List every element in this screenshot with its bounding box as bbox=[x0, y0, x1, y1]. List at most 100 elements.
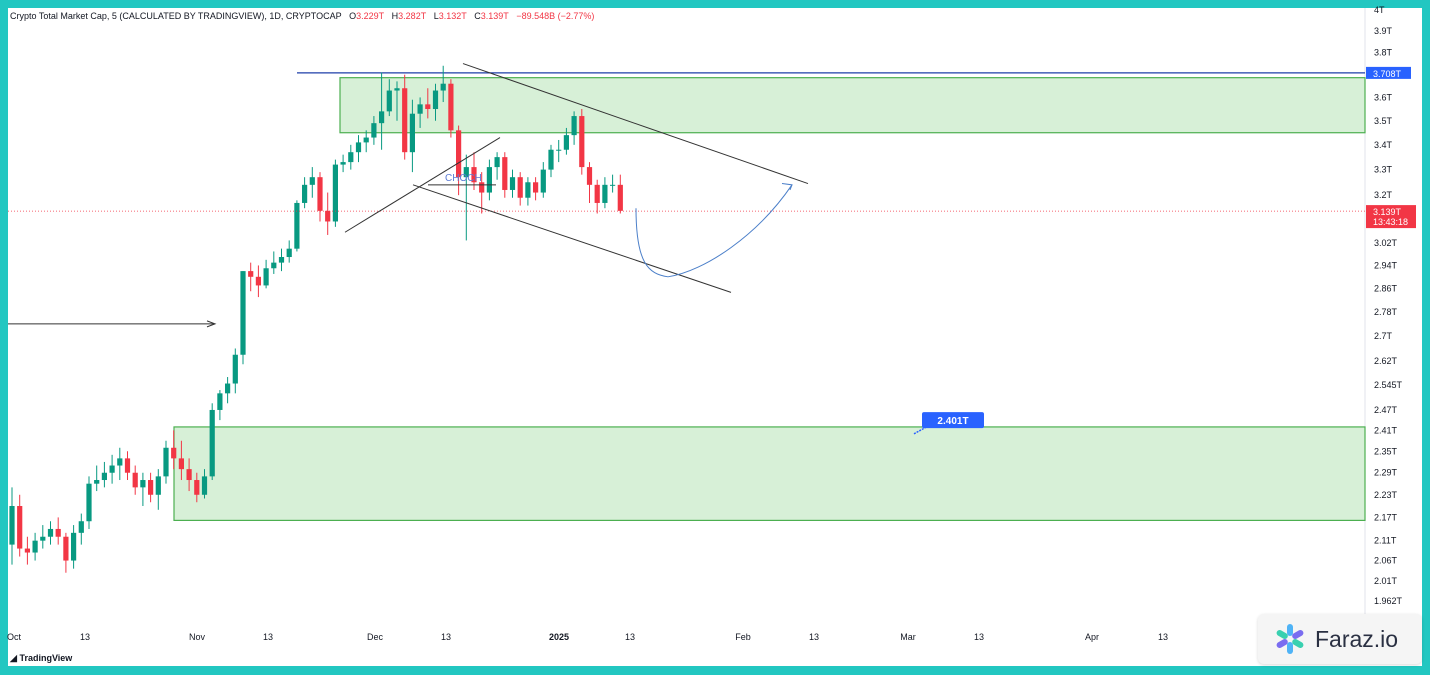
candle-body bbox=[294, 202, 300, 249]
candle-body bbox=[425, 104, 431, 110]
candle-body bbox=[124, 458, 131, 473]
time-tick-label: 13 bbox=[80, 632, 90, 642]
candle-body bbox=[610, 184, 616, 186]
candle-body bbox=[286, 248, 292, 258]
candle-body bbox=[9, 506, 15, 545]
candle-body bbox=[571, 116, 577, 136]
candle-body bbox=[394, 88, 400, 91]
price-tick-label: 3.9T bbox=[1374, 26, 1393, 36]
close-value: 3.139T bbox=[480, 11, 509, 21]
price-tick-label: 2.06T bbox=[1374, 556, 1398, 566]
price-tick-label: 3.3T bbox=[1374, 165, 1393, 175]
candle-body bbox=[248, 271, 254, 277]
change-value: −89.548B (−2.77%) bbox=[516, 11, 595, 21]
resistance-price-tag bbox=[1366, 66, 1411, 79]
time-tick-label: 13 bbox=[441, 632, 451, 642]
price-tick-label: 3.02T bbox=[1374, 238, 1398, 248]
candle-body bbox=[340, 162, 346, 165]
candle-body bbox=[502, 157, 508, 190]
candle-body bbox=[148, 480, 154, 495]
tradingview-icon: ◢ bbox=[10, 653, 17, 663]
supply-zone bbox=[339, 77, 1366, 134]
candle-body bbox=[448, 83, 454, 131]
candle-body bbox=[186, 469, 192, 481]
candle-body bbox=[463, 167, 469, 178]
candle-body bbox=[379, 111, 385, 124]
candle-body bbox=[517, 177, 523, 198]
candle-body bbox=[540, 169, 546, 193]
candle-body bbox=[109, 465, 115, 473]
channel-upper-line bbox=[462, 63, 809, 185]
candle-body bbox=[101, 472, 107, 481]
candle-body bbox=[525, 182, 531, 198]
candle-body bbox=[309, 177, 315, 185]
candle-body bbox=[579, 116, 585, 168]
candle-body bbox=[240, 271, 246, 355]
candle-body bbox=[348, 152, 354, 163]
time-tick-label: 13 bbox=[974, 632, 984, 642]
candle-body bbox=[178, 458, 184, 470]
candle-body bbox=[71, 532, 77, 561]
candle-body bbox=[486, 167, 492, 193]
price-tick-label: 2.35T bbox=[1374, 446, 1398, 456]
last-price-tag bbox=[1366, 205, 1416, 229]
candle-body bbox=[24, 548, 30, 553]
target-callout-box bbox=[922, 412, 984, 429]
candle-body bbox=[371, 123, 377, 138]
price-tick-label: 3.4T bbox=[1374, 140, 1393, 150]
low-label: L bbox=[433, 11, 439, 21]
demand-zone bbox=[173, 426, 1366, 521]
candle-body bbox=[494, 157, 500, 168]
candle-body bbox=[386, 90, 392, 112]
candle-body bbox=[325, 210, 331, 222]
close-label: C bbox=[474, 11, 481, 21]
candle-body bbox=[556, 149, 562, 151]
candle-body bbox=[263, 268, 269, 286]
choch-label: CHOCH bbox=[445, 173, 482, 184]
rising-trend-line bbox=[344, 137, 501, 233]
time-tick-label: Nov bbox=[189, 632, 206, 642]
price-tick-label: 2.11T bbox=[1374, 536, 1397, 546]
price-tick-label: 2.86T bbox=[1374, 283, 1398, 293]
candle-body bbox=[78, 521, 84, 533]
projection-curve bbox=[635, 184, 793, 278]
candle-body bbox=[171, 447, 177, 459]
last-price-label: 3.139T bbox=[1373, 207, 1402, 217]
price-tick-label: 3.8T bbox=[1374, 48, 1393, 58]
candle-body bbox=[509, 177, 516, 190]
symbol-header: Crypto Total Market Cap, 5 (CALCULATED B… bbox=[10, 11, 594, 21]
candle-body bbox=[586, 167, 593, 185]
candle-body bbox=[332, 164, 338, 222]
candle-body bbox=[440, 83, 446, 91]
candle-body bbox=[271, 262, 277, 269]
time-tick-label: Apr bbox=[1085, 632, 1099, 642]
candle-body bbox=[163, 447, 169, 477]
candle-body bbox=[155, 476, 161, 495]
candle-body bbox=[432, 90, 439, 110]
candle-body bbox=[40, 536, 46, 541]
candle-body bbox=[86, 483, 92, 522]
countdown-label: 13:43:18 bbox=[1373, 217, 1408, 227]
candle-body bbox=[117, 458, 123, 466]
price-tick-label: 2.47T bbox=[1374, 405, 1398, 415]
price-tick-label: 2.23T bbox=[1374, 490, 1398, 500]
tradingview-logo[interactable]: ◢ TradingView bbox=[10, 653, 72, 664]
time-tick-label: Dec bbox=[367, 632, 384, 642]
candle-body bbox=[217, 393, 223, 410]
price-tick-label: 3.5T bbox=[1374, 116, 1393, 126]
time-tick-label: 13 bbox=[263, 632, 273, 642]
time-tick-label: 13 bbox=[1158, 632, 1168, 642]
time-tick-label: 13 bbox=[809, 632, 819, 642]
high-value: 3.282T bbox=[398, 11, 427, 21]
price-tick-label: 2.78T bbox=[1374, 307, 1398, 317]
candle-body bbox=[602, 184, 608, 203]
candle-body bbox=[479, 182, 485, 193]
candle-body bbox=[140, 480, 146, 488]
candle-body bbox=[55, 528, 61, 537]
candle-body bbox=[617, 184, 623, 211]
candle-body bbox=[409, 113, 415, 153]
tradingview-label: TradingView bbox=[19, 653, 73, 663]
open-label: O bbox=[349, 11, 357, 21]
time-tick-label: 13 bbox=[625, 632, 635, 642]
